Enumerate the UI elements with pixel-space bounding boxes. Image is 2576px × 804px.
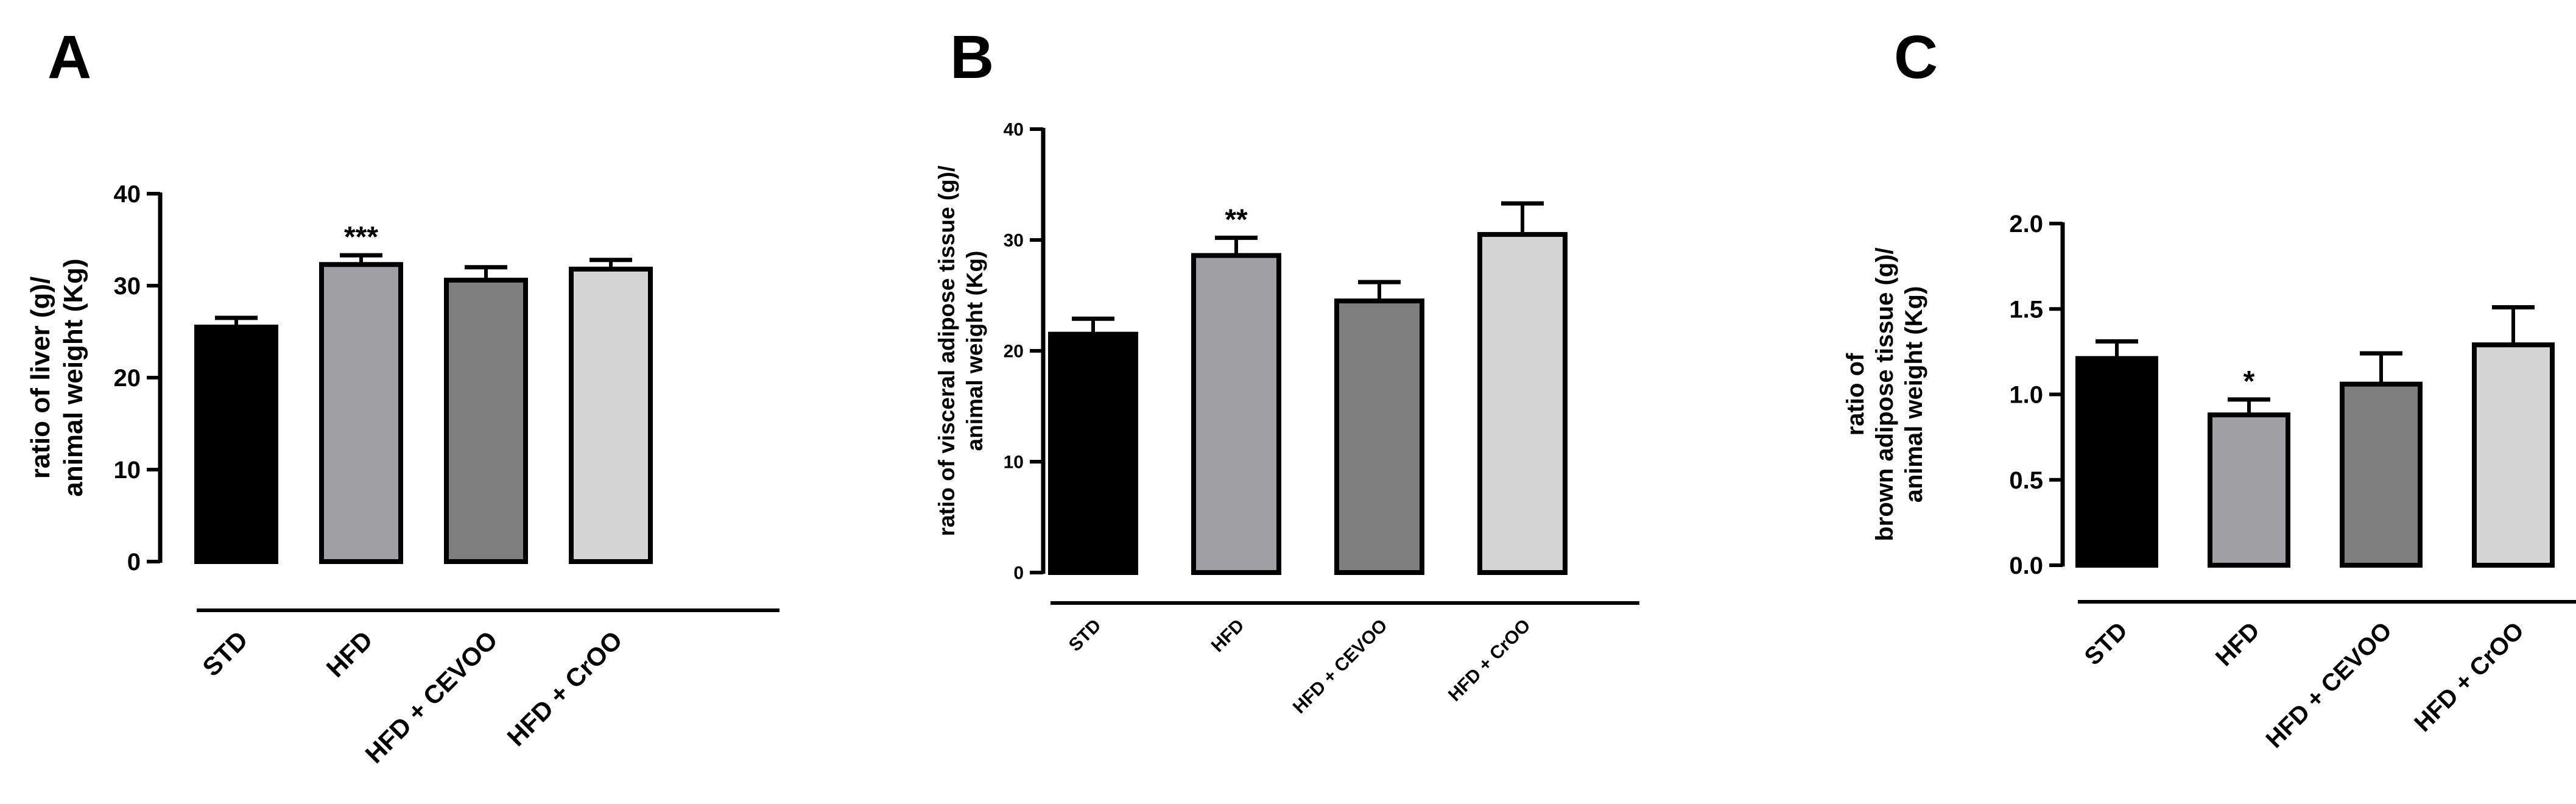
y-tick-label: 1.0 [2009,382,2043,409]
y-tick-label: 40 [1004,120,1024,140]
y-axis-label-line: ratio of visceral adipose tissue (g)/ [934,166,959,537]
y-axis-label-line: animal weight (Kg) [1901,286,1927,503]
chart-panel-c: 0.0 0.5 1.0 1.5 2.0 ratio of brown adipose tis… [1842,211,2576,753]
category-label: HFD + CEVOO [359,626,502,769]
y-tick-label: 2.0 [2009,211,2043,238]
y-tick-label: 0 [127,549,141,576]
y-tick-label: 10 [114,457,141,484]
significance-marker: * [2243,365,2255,398]
y-tick-label: 20 [114,365,141,392]
y-tick-label: 1.5 [2009,296,2043,323]
chart-panel-b: 0 10 20 30 40 ratio of visceral adipose tissu… [934,120,1639,718]
bar [1191,253,1281,576]
y-tick-label: 40 [114,181,141,208]
significance-marker: ** [1225,203,1248,236]
y-axis-label-line: ratio of [1842,353,1869,436]
panel-label-b: B [950,23,994,91]
y-axis-label-line: animal weight (Kg) [58,258,88,496]
bar [2340,381,2423,568]
category-label: HFD [1208,615,1248,656]
y-tick-label: 30 [114,273,141,300]
y-axis-label-line: brown adipose tissue (g)/ [1871,247,1898,541]
bar [1048,331,1138,575]
category-label: HFD + CrOO [502,626,628,752]
bar [2075,356,2158,568]
y-tick-label: 0.5 [2009,467,2043,494]
category-label: STD [197,626,253,682]
y-tick-label: 0 [1013,563,1024,584]
category-label: HFD + CEVOO [2261,617,2398,753]
category-label: HFD [321,626,378,683]
panel-label-a: A [48,23,91,91]
bar [194,324,278,564]
bar [2208,412,2290,568]
panel-label-c: C [1894,23,1938,91]
bar [444,277,528,564]
significance-marker: *** [344,221,378,253]
category-label: STD [1065,615,1105,655]
chart-panel-a: 0 10 20 30 40 ratio of liver (g)/animal weigh… [26,181,779,769]
y-axis-label-line: animal weight (Kg) [962,251,987,451]
bar [1477,231,1568,575]
y-tick-label: 10 [1004,453,1024,473]
y-axis-label-line: ratio of liver (g)/ [26,277,55,479]
category-label: HFD + CrOO [1445,615,1535,705]
bar [2472,342,2555,568]
bar [319,262,403,564]
category-label: STD [2079,617,2133,671]
y-tick-label: 20 [1004,342,1024,362]
bar [1334,298,1424,575]
category-label: HFD + CrOO [2409,617,2529,737]
y-tick-label: 30 [1004,231,1024,251]
category-label: HFD [2211,617,2265,671]
bar [569,266,653,564]
category-label: HFD + CEVOO [1289,615,1392,718]
y-tick-label: 0.0 [2009,552,2043,579]
